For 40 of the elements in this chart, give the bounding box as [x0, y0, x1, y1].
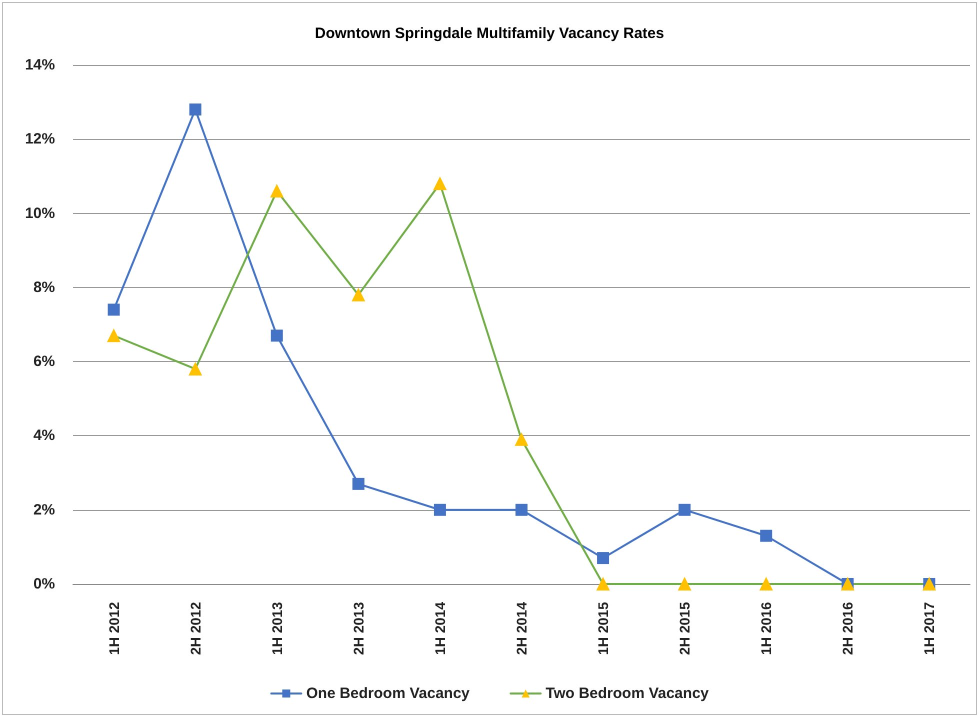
point — [597, 552, 610, 564]
point — [270, 330, 283, 342]
y-tick-label: 8% — [33, 278, 55, 296]
point — [516, 504, 528, 516]
x-tick-label: 2H 2014 — [514, 602, 530, 655]
point — [107, 329, 120, 342]
x-tick-label: 1H 2016 — [758, 602, 774, 655]
x-tick-label: 1H 2014 — [432, 602, 448, 655]
y-tick-label: 12% — [24, 130, 55, 148]
x-tick-label: 2H 2012 — [187, 602, 204, 655]
point — [270, 184, 284, 198]
point — [678, 578, 692, 590]
point — [352, 478, 364, 490]
y-tick-label: 4% — [33, 427, 55, 444]
x-tick-label: 2H 2013 — [350, 602, 366, 655]
point — [596, 578, 610, 590]
y-tick-label: 0% — [33, 576, 55, 592]
y-tick-label: 6% — [33, 353, 55, 370]
y-tick-label: 10% — [24, 204, 55, 222]
x-tick-label: 2H 2016 — [840, 602, 856, 655]
chart-title: Downtown Springdale Multifamily Vacancy Rates — [314, 25, 664, 42]
point — [434, 504, 446, 516]
x-tick-label: 1H 2012 — [106, 602, 122, 655]
point — [678, 504, 691, 516]
point — [189, 103, 202, 116]
point — [108, 304, 120, 316]
x-tick-label: 2H 2015 — [676, 602, 693, 655]
point — [352, 288, 365, 302]
point — [188, 362, 202, 376]
y-tick-label: 2% — [33, 501, 55, 518]
x-tick-label: 1H 2013 — [268, 602, 285, 655]
x-tick-label: 1H 2017 — [921, 602, 938, 655]
point — [760, 578, 773, 590]
point — [515, 432, 528, 446]
y-tick-label: 14% — [24, 56, 55, 74]
x-tick-label: 1H 2015 — [595, 602, 612, 655]
point — [760, 530, 772, 542]
legend-label: Two Bedroom Vacancy — [546, 685, 710, 702]
point — [433, 177, 446, 190]
legend-label: One Bedroom Vacancy — [306, 685, 470, 702]
